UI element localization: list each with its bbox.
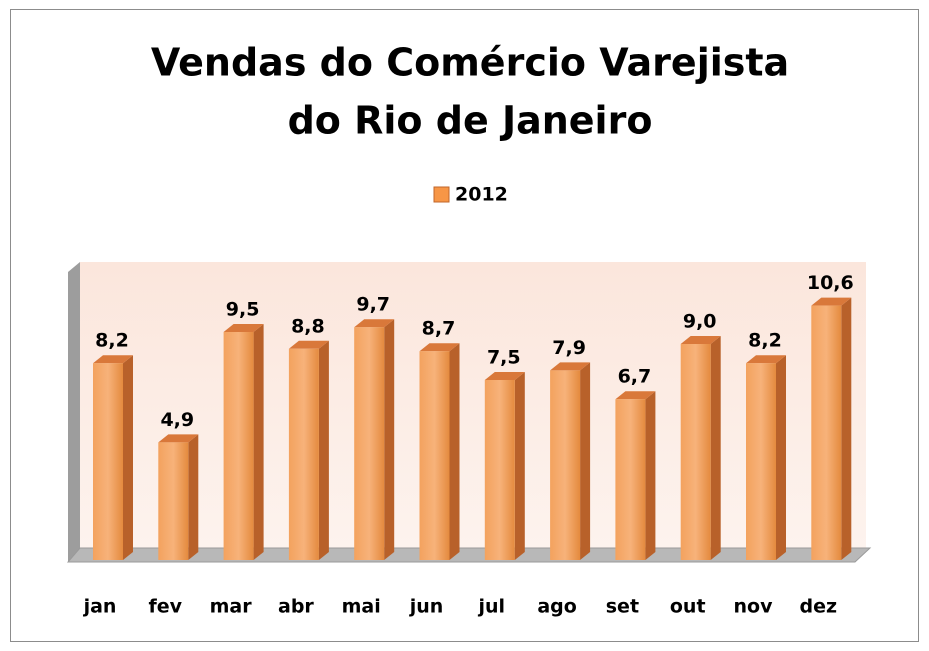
bar-side <box>776 355 786 560</box>
x-tick-label: fev <box>149 596 183 618</box>
chart-title: do Rio de Janeiro <box>288 99 653 143</box>
x-tick-label: jul <box>478 596 506 618</box>
data-label: 8,7 <box>422 318 456 340</box>
data-label: 9,0 <box>683 311 717 333</box>
data-label: 9,7 <box>356 294 390 316</box>
bar-top <box>484 372 525 380</box>
x-tick-label: abr <box>278 596 314 618</box>
x-tick-label: mai <box>342 596 381 618</box>
bar-top <box>811 297 852 306</box>
data-label: 7,9 <box>552 337 586 359</box>
chart-title: Vendas do Comércio Varejista <box>151 41 789 85</box>
data-label: 9,5 <box>226 299 260 321</box>
legend-label: 2012 <box>455 184 508 206</box>
bar <box>223 332 254 560</box>
bar <box>419 351 450 560</box>
side-wall <box>68 262 80 562</box>
legend-swatch <box>433 186 450 203</box>
bar-top <box>550 362 591 371</box>
bar-side <box>710 336 721 560</box>
x-tick-label: jan <box>83 596 117 618</box>
bar-top <box>680 336 721 344</box>
bar <box>680 344 711 560</box>
x-tick-label: ago <box>537 596 576 618</box>
x-tick-label: nov <box>734 596 774 618</box>
bar <box>615 399 646 560</box>
data-label: 6,7 <box>618 366 652 388</box>
x-tick-label: dez <box>800 596 838 618</box>
bar <box>550 370 581 560</box>
bar <box>811 305 842 560</box>
bar-top <box>223 324 264 332</box>
bar-side <box>123 355 133 560</box>
bar-side <box>449 343 460 560</box>
bar-top <box>93 355 133 364</box>
bar-top <box>419 343 460 352</box>
bar-side <box>253 324 264 560</box>
data-label: 8,2 <box>748 330 782 352</box>
bar-side <box>580 362 591 560</box>
bar-side <box>318 340 329 560</box>
bar-top <box>158 434 199 443</box>
bar-side <box>188 434 199 560</box>
bar-top <box>746 355 786 364</box>
data-label: 10,6 <box>807 272 854 294</box>
x-tick-label: out <box>670 596 706 618</box>
bar-top <box>615 391 656 400</box>
floor <box>66 547 872 563</box>
bar <box>158 442 189 560</box>
data-label: 7,5 <box>487 347 521 369</box>
bar <box>354 327 385 560</box>
data-label: 8,2 <box>95 330 129 352</box>
data-label: 4,9 <box>160 409 194 431</box>
bar <box>93 363 123 560</box>
bar <box>288 348 319 560</box>
x-tick-label: jun <box>409 596 444 618</box>
x-tick-label: set <box>606 596 639 618</box>
bar-side <box>384 319 395 560</box>
bar-top <box>354 319 395 328</box>
bar-side <box>841 297 852 560</box>
bar <box>746 363 776 560</box>
bar-top <box>288 340 329 349</box>
bar <box>484 380 515 560</box>
bar-side <box>645 391 656 560</box>
data-label: 8,8 <box>291 315 325 337</box>
back-wall <box>80 262 866 548</box>
bar-side <box>514 372 525 560</box>
x-tick-label: mar <box>210 596 253 618</box>
